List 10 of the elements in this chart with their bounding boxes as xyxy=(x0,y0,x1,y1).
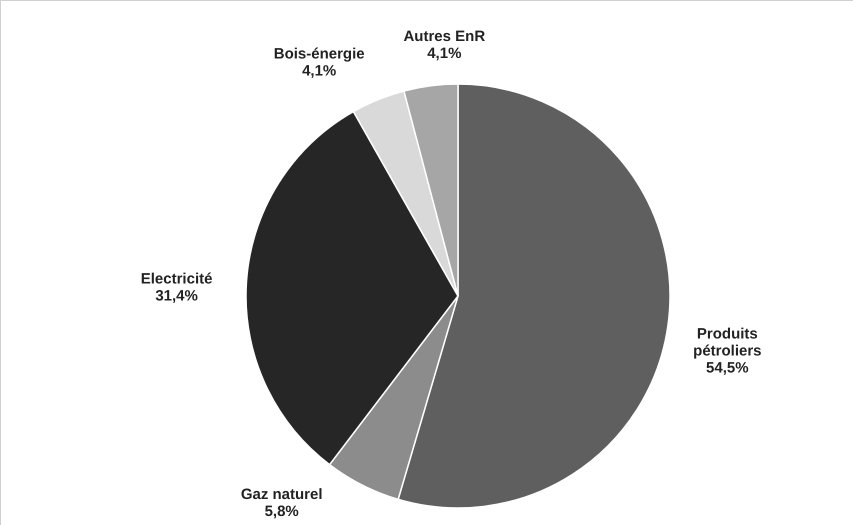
data-label: 54,5% xyxy=(706,359,749,376)
slice-label: Produits pétroliers xyxy=(693,325,762,360)
slice-label: Gaz naturel xyxy=(240,486,323,503)
slice-label: Electricité xyxy=(140,270,212,288)
slice-label: Autres EnR xyxy=(403,28,486,46)
data-label: 31,4% xyxy=(155,287,198,304)
slice-label: Bois-énergie xyxy=(274,45,365,62)
data-label: 5,8% xyxy=(264,502,299,520)
data-label: 4,1% xyxy=(427,45,462,62)
data-label: 4,1% xyxy=(302,62,336,80)
